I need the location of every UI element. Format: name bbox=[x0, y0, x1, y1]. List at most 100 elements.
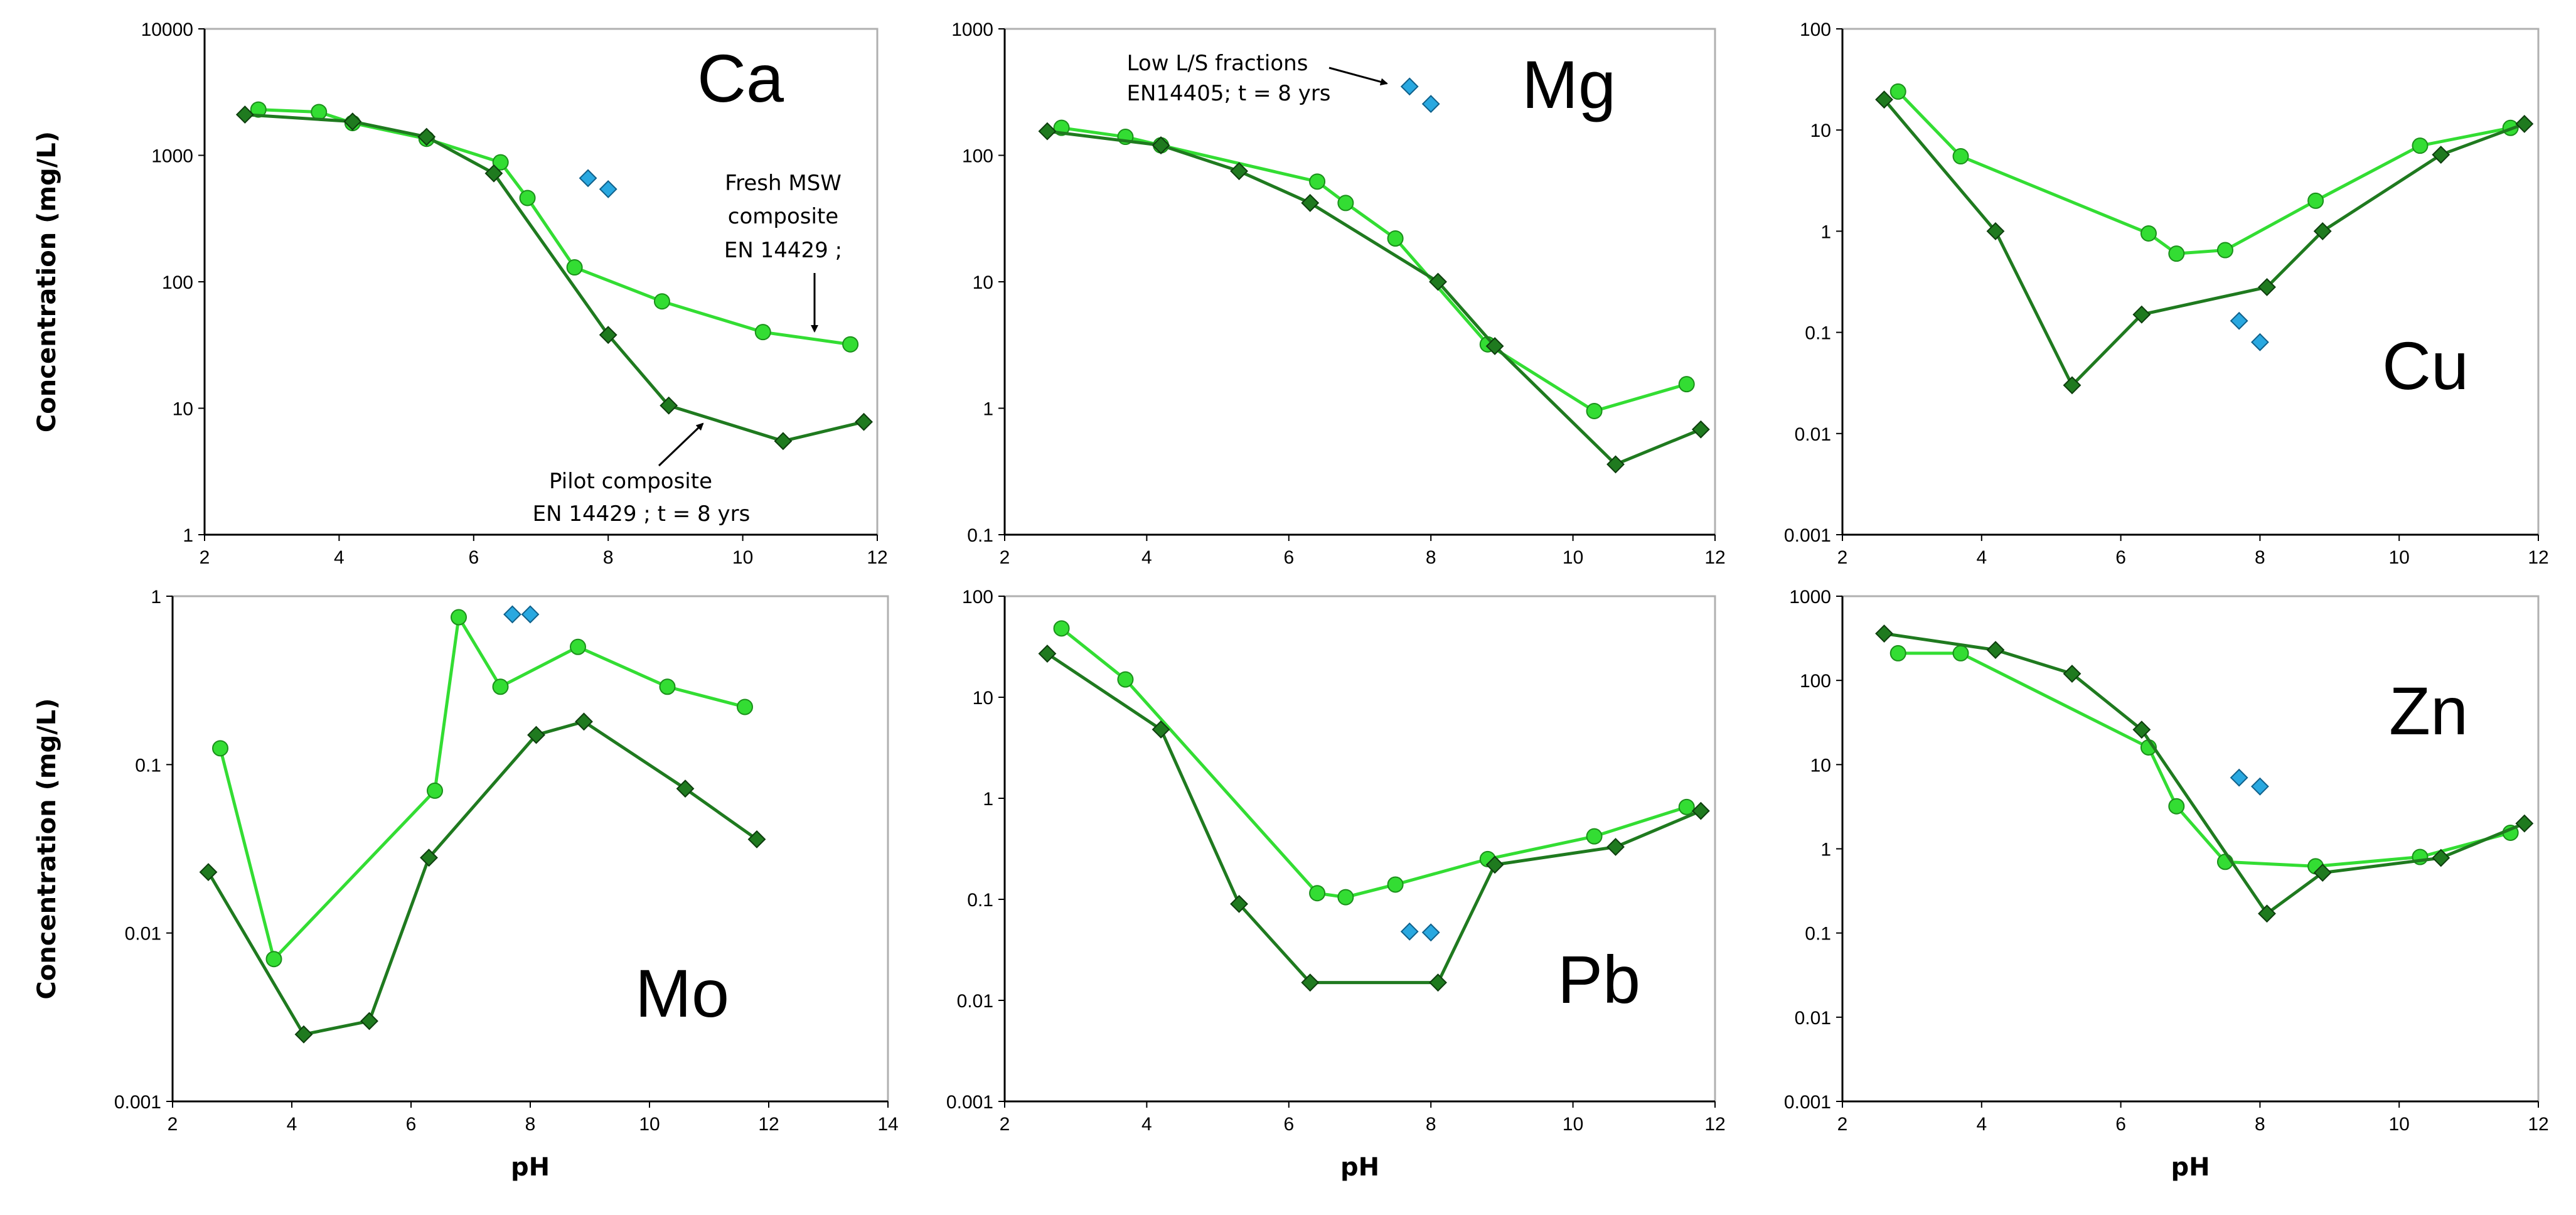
x-tick-label: 8 bbox=[1426, 1114, 1436, 1135]
data-point bbox=[2432, 848, 2450, 867]
x-tick-label: 10 bbox=[1563, 1114, 1583, 1135]
y-tick-label: 0.01 bbox=[957, 991, 993, 1012]
series-line bbox=[218, 616, 746, 961]
series-line bbox=[1046, 652, 1702, 985]
y-axis-label: Concentration (mg/L) bbox=[33, 131, 61, 432]
y-axis-label: Concentration (mg/L) bbox=[33, 698, 61, 999]
data-point bbox=[1337, 195, 1354, 211]
series-pilot-composite bbox=[199, 712, 766, 1044]
data-point bbox=[1485, 855, 1504, 874]
data-point bbox=[1152, 136, 1170, 154]
data-point bbox=[2132, 720, 2151, 739]
data-point bbox=[1678, 376, 1695, 393]
x-tick-label: 8 bbox=[525, 1114, 536, 1135]
data-point bbox=[1152, 720, 1170, 739]
y-tick-label: 1 bbox=[183, 525, 193, 546]
data-point bbox=[1606, 455, 1625, 474]
data-point bbox=[2230, 768, 2248, 787]
data-point bbox=[235, 105, 254, 124]
x-tick-label: 14 bbox=[877, 1114, 898, 1135]
data-point bbox=[1038, 122, 1057, 141]
y-tick-label: 0.001 bbox=[114, 1092, 161, 1113]
data-point bbox=[492, 154, 509, 171]
chart-panel-mo: 2 4 6 8 10 12 14 0.001 0.01 0.1 1 Mo Concentration (… bbox=[33, 587, 899, 1182]
data-point bbox=[212, 740, 228, 757]
panel-title: Pb bbox=[1558, 941, 1640, 1017]
x-tick-label: 12 bbox=[1704, 547, 1725, 568]
data-point bbox=[360, 1012, 378, 1030]
data-point bbox=[774, 432, 793, 451]
x-tick-label: 10 bbox=[1563, 547, 1583, 568]
data-point bbox=[1986, 641, 2005, 660]
y-tick-label: 0.001 bbox=[946, 1092, 993, 1113]
data-point bbox=[1309, 885, 1326, 902]
data-point bbox=[1309, 173, 1326, 190]
x-tick-label: 4 bbox=[334, 547, 345, 568]
y-tick-label: 1000 bbox=[951, 19, 993, 40]
series-fresh-msw bbox=[1053, 620, 1695, 906]
y-tick-label: 0.1 bbox=[967, 525, 993, 546]
y-tick-label: 10000 bbox=[141, 19, 193, 40]
data-point bbox=[1952, 148, 1969, 165]
data-point bbox=[2258, 278, 2276, 296]
y-tick-label: 0.01 bbox=[1795, 1008, 1831, 1029]
y-tick-label: 1000 bbox=[151, 146, 193, 167]
data-point bbox=[2412, 137, 2429, 154]
x-tick-label: 2 bbox=[200, 547, 210, 568]
data-point bbox=[575, 712, 593, 731]
data-point bbox=[2168, 798, 2185, 815]
x-tick-label: 4 bbox=[1141, 547, 1152, 568]
y-tick-label: 10 bbox=[1810, 120, 1831, 141]
data-point bbox=[2063, 665, 2082, 683]
annotation-lowls-line-1: Low L/S fractions bbox=[1127, 51, 1308, 76]
x-tick-label: 8 bbox=[1426, 547, 1436, 568]
panel-title: Mo bbox=[635, 955, 729, 1031]
panel-title: Mg bbox=[1522, 46, 1616, 122]
x-tick-label: 12 bbox=[867, 547, 887, 568]
series-line bbox=[245, 113, 865, 443]
x-tick-label: 6 bbox=[1283, 547, 1294, 568]
data-point bbox=[2250, 777, 2269, 796]
series-line bbox=[1884, 632, 2525, 916]
x-axis-label: pH bbox=[511, 1153, 550, 1182]
data-point bbox=[484, 164, 503, 183]
chart-panel-zn: 2 4 6 8 10 12 0.001 0.01 0.1 1 10 100 1000 Zn pH bbox=[1784, 587, 2549, 1182]
y-tick-label: 0.1 bbox=[1805, 323, 1831, 344]
data-point bbox=[1230, 894, 1248, 913]
x-tick-label: 8 bbox=[2255, 1114, 2265, 1135]
data-point bbox=[265, 951, 282, 968]
x-axis-label: pH bbox=[2171, 1153, 2210, 1182]
data-point bbox=[492, 678, 509, 695]
data-point bbox=[1400, 922, 1419, 941]
data-point bbox=[2140, 225, 2157, 242]
data-point bbox=[659, 678, 676, 695]
y-tick-label: 100 bbox=[1800, 671, 1831, 692]
data-point bbox=[1301, 194, 1320, 212]
series-low-ls-fractions bbox=[2230, 768, 2269, 796]
series-low-ls-fractions bbox=[503, 605, 540, 624]
data-point bbox=[1952, 645, 1969, 661]
y-tick-label: 10 bbox=[973, 688, 993, 709]
y-tick-label: 0.1 bbox=[1805, 924, 1831, 945]
y-tick-label: 1000 bbox=[1789, 587, 1831, 608]
data-point bbox=[754, 324, 771, 341]
chart-panel-cu: 2 4 6 8 10 12 0.001 0.01 0.1 1 10 100 Cu bbox=[1784, 19, 2549, 568]
series-pilot-composite bbox=[235, 105, 873, 451]
series-line bbox=[1061, 126, 1687, 413]
data-point bbox=[1606, 838, 1625, 856]
panel-title: Ca bbox=[697, 40, 784, 116]
data-point bbox=[2230, 311, 2248, 330]
data-point bbox=[737, 698, 753, 715]
y-tick-label: 1 bbox=[983, 399, 993, 420]
series-low-ls-fractions bbox=[2230, 311, 2269, 351]
x-tick-label: 6 bbox=[1283, 1114, 1294, 1135]
data-point bbox=[1387, 876, 1404, 893]
data-point bbox=[417, 127, 436, 146]
data-point bbox=[1691, 420, 1710, 439]
y-tick-label: 1 bbox=[151, 587, 161, 608]
x-tick-label: 12 bbox=[758, 1114, 779, 1135]
x-tick-label: 2 bbox=[1837, 1114, 1848, 1135]
y-tick-label: 100 bbox=[962, 587, 993, 608]
series-fresh-msw bbox=[212, 609, 753, 968]
data-point bbox=[1421, 95, 1440, 113]
